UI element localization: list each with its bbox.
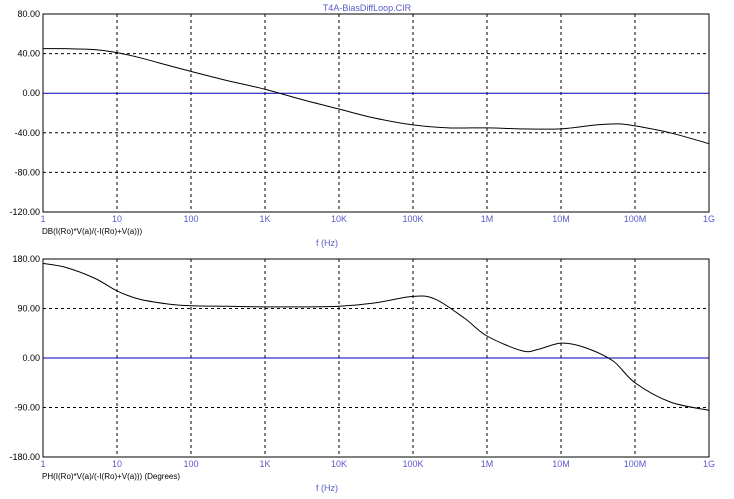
phase-x-tick-label: 1K bbox=[259, 459, 270, 469]
magnitude-y-tick-label: -120.00 bbox=[9, 207, 40, 217]
phase-y-tick-label: -90.00 bbox=[14, 403, 40, 413]
magnitude-x-tick-label: 100K bbox=[402, 214, 423, 224]
magnitude-x-tick-label: 1K bbox=[259, 214, 270, 224]
phase-y-tick-label: 0.00 bbox=[22, 353, 40, 363]
magnitude-y-tick-label: 40.00 bbox=[17, 49, 40, 59]
window-title: T4A-BiasDiffLoop.CIR bbox=[323, 3, 412, 13]
phase-x-tick-label: 10 bbox=[112, 459, 122, 469]
phase-y-tick-label: 90.00 bbox=[17, 304, 40, 314]
magnitude-y-tick-label: -40.00 bbox=[14, 128, 40, 138]
magnitude-panel: 1 10 100 1K 10K 100K 1M 10M 100M 1G 80.00 40.00 0.00… bbox=[9, 9, 715, 248]
magnitude-trace bbox=[42, 48, 710, 145]
phase-x-tick-label: 100M bbox=[624, 459, 647, 469]
phase-panel: 1 10 100 1K 10K 100K 1M 10M 100M 1G 180.00 90.00 0.0… bbox=[9, 254, 715, 493]
phase-x-tick-label: 100K bbox=[402, 459, 423, 469]
magnitude-x-tick-label: 1M bbox=[481, 214, 494, 224]
magnitude-x-tick-label: 100M bbox=[624, 214, 647, 224]
magnitude-x-tick-label: 10 bbox=[112, 214, 122, 224]
phase-y-tick-label: 180.00 bbox=[12, 254, 40, 264]
phase-x-axis-label: f (Hz) bbox=[316, 483, 338, 493]
phase-trace bbox=[42, 262, 710, 411]
magnitude-expression-label: DB(I(Ro)*V(a)/(-I(Ro)+V(a))) bbox=[42, 227, 143, 236]
phase-x-tick-label: 1G bbox=[703, 459, 715, 469]
phase-x-tick-label: 1M bbox=[481, 459, 494, 469]
magnitude-y-tick-label: 0.00 bbox=[22, 88, 40, 98]
magnitude-x-axis-label: f (Hz) bbox=[316, 238, 338, 248]
magnitude-x-tick-label: 1G bbox=[703, 214, 715, 224]
magnitude-x-tick-label: 10K bbox=[331, 214, 347, 224]
phase-x-tick-label: 1 bbox=[40, 459, 45, 469]
magnitude-x-tick-label: 10M bbox=[552, 214, 570, 224]
magnitude-y-tick-label: 80.00 bbox=[17, 9, 40, 19]
phase-x-tick-label: 100 bbox=[183, 459, 198, 469]
phase-x-tick-label: 10M bbox=[552, 459, 570, 469]
phase-expression-label: PH(I(Ro)*V(a)/(-I(Ro)+V(a))) (Degrees) bbox=[42, 472, 180, 481]
phase-x-tick-label: 10K bbox=[331, 459, 347, 469]
magnitude-x-tick-label: 100 bbox=[183, 214, 198, 224]
magnitude-y-tick-label: -80.00 bbox=[14, 167, 40, 177]
magnitude-plot-frame bbox=[42, 13, 710, 213]
magnitude-x-tick-label: 1 bbox=[40, 214, 45, 224]
phase-y-tick-label: -180.00 bbox=[9, 452, 40, 462]
